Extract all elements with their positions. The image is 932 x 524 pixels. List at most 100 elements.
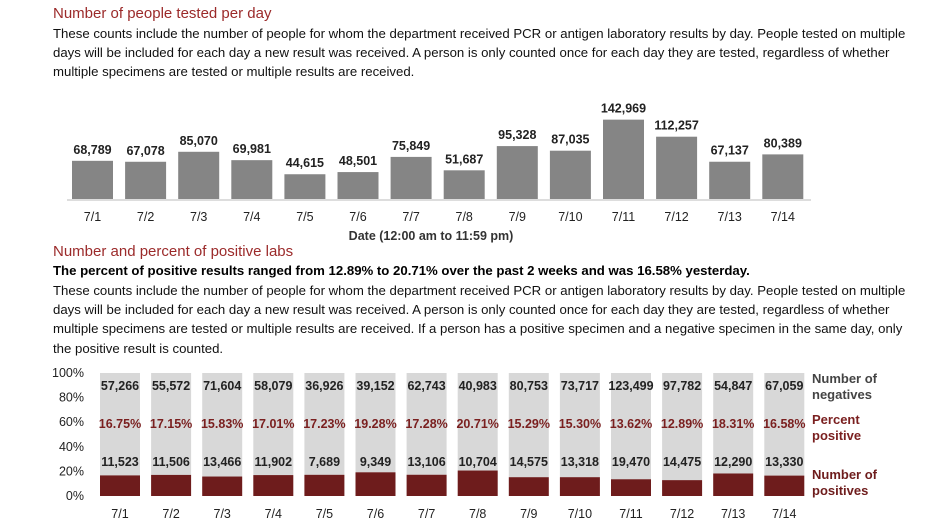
- y-tick-label: 60%: [59, 415, 84, 429]
- positives-bar: [304, 474, 345, 496]
- tests-bar: [125, 161, 167, 199]
- percent-positive-label: 17.23%: [303, 417, 345, 431]
- x-tick-label: 7/12: [670, 507, 694, 521]
- positives-value-label: 11,902: [255, 455, 293, 469]
- tests-bar: [709, 161, 751, 199]
- x-tick-label: 7/2: [162, 507, 179, 521]
- x-tick-label: 7/3: [214, 507, 231, 521]
- x-tick-label: 7/10: [568, 507, 592, 521]
- x-tick-label: 7/14: [772, 507, 796, 521]
- x-tick-label: 7/11: [619, 507, 642, 521]
- legend-positives: Number of positives: [812, 467, 878, 498]
- negatives-value-label: 39,152: [356, 379, 394, 393]
- negatives-value-label: 67,059: [765, 379, 803, 393]
- x-tick-label: 7/9: [509, 210, 526, 224]
- positives-value-label: 12,290: [714, 455, 752, 469]
- positives-bar: [764, 475, 805, 496]
- tests-value-label: 85,070: [180, 134, 218, 148]
- negatives-value-label: 80,753: [510, 379, 548, 393]
- x-tick-label: 7/5: [296, 210, 313, 224]
- legend-negatives: Number of negatives: [812, 371, 878, 402]
- positive-labs-description: These counts include the number of peopl…: [53, 283, 906, 356]
- positives-value-label: 13,318: [561, 455, 599, 469]
- x-tick-label: 7/4: [243, 210, 260, 224]
- percent-positive-label: 12.89%: [661, 417, 703, 431]
- tests-bar: [72, 160, 113, 199]
- positives-bar: [253, 475, 294, 496]
- negatives-bar: [611, 373, 651, 480]
- negatives-value-label: 55,572: [152, 379, 190, 393]
- negatives-bar: [406, 373, 447, 475]
- x-tick-label: 7/10: [558, 210, 582, 224]
- positives-value-label: 10,704: [459, 455, 497, 469]
- percent-positive-label: 18.31%: [712, 417, 754, 431]
- percent-positive-label: 20.71%: [456, 417, 498, 431]
- negatives-bar: [202, 373, 243, 477]
- y-tick-label: 20%: [59, 464, 84, 478]
- positives-bar: [713, 473, 754, 496]
- x-tick-label: 7/14: [771, 210, 795, 224]
- negatives-bar: [355, 373, 396, 473]
- tests-per-day-heading: Number of people tested per day: [53, 5, 272, 22]
- positives-value-label: 13,106: [407, 455, 445, 469]
- positives-bar: [457, 470, 498, 496]
- x-tick-label: 7/6: [349, 210, 366, 224]
- percent-positive-label: 15.29%: [508, 417, 550, 431]
- negatives-bar: [100, 373, 140, 476]
- tests-bar: [284, 174, 326, 199]
- tests-per-day-chart: 68,789 67,078 85,070 69,981 44,615 48,501 75,8…: [67, 102, 811, 243]
- tests-value-label: 69,981: [233, 142, 271, 156]
- tests-value-label: 95,328: [498, 128, 536, 142]
- negatives-value-label: 73,717: [561, 379, 599, 393]
- y-tick-label: 100%: [52, 366, 84, 380]
- positives-bar: [355, 472, 396, 496]
- positives-value-label: 11,506: [152, 455, 190, 469]
- x-tick-label: 7/5: [316, 507, 333, 521]
- x-tick-label: 7/3: [190, 210, 207, 224]
- y-tick-label: 0%: [66, 489, 84, 503]
- percent-positive-label: 19.28%: [354, 417, 396, 431]
- tests-value-label: 44,615: [286, 156, 324, 170]
- percent-positive-label: 17.15%: [150, 417, 192, 431]
- tests-value-label: 87,035: [551, 133, 589, 147]
- legend-percent-positive: Percent positive: [812, 412, 861, 443]
- negatives-value-label: 57,266: [101, 379, 139, 393]
- x-axis-label: Date (12:00 am to 11:59 pm): [349, 229, 514, 243]
- percent-positive-label: 16.58%: [763, 417, 805, 431]
- negatives-value-label: 123,499: [608, 379, 653, 393]
- negatives-bar: [764, 373, 805, 476]
- negatives-bar: [457, 373, 498, 471]
- x-tick-label: 7/9: [520, 507, 537, 521]
- positives-bar: [559, 477, 600, 496]
- y-tick-label: 80%: [59, 391, 84, 405]
- tests-value-label: 51,687: [445, 152, 483, 166]
- positives-value-label: 7,689: [309, 455, 340, 469]
- negatives-value-label: 36,926: [305, 379, 343, 393]
- percent-positive-label: 15.30%: [559, 417, 601, 431]
- tests-bar: [231, 160, 273, 199]
- negatives-bar: [559, 373, 600, 478]
- tests-per-day-description: These counts include the number of peopl…: [53, 26, 906, 80]
- x-tick-label: 7/8: [456, 210, 473, 224]
- negatives-bar: [508, 373, 549, 478]
- positives-value-label: 14,475: [663, 455, 701, 469]
- y-tick-label: 40%: [59, 440, 84, 454]
- tests-bar: [656, 136, 698, 199]
- x-tick-label: 7/2: [137, 210, 154, 224]
- tests-bar: [390, 156, 432, 199]
- positives-value-label: 13,330: [765, 455, 803, 469]
- positives-value-label: 14,575: [510, 455, 548, 469]
- positive-labs-heading: Number and percent of positive labs: [53, 243, 294, 260]
- tests-bar: [443, 170, 485, 199]
- x-tick-label: 7/7: [402, 210, 419, 224]
- negatives-value-label: 71,604: [203, 379, 241, 393]
- tests-bar: [178, 151, 220, 199]
- negatives-value-label: 40,983: [459, 379, 497, 393]
- tests-bar: [762, 154, 804, 199]
- x-tick-label: 7/7: [418, 507, 435, 521]
- x-tick-label: 7/13: [721, 507, 745, 521]
- negatives-value-label: 97,782: [663, 379, 701, 393]
- tests-bar: [549, 150, 591, 199]
- negatives-bar: [662, 373, 703, 481]
